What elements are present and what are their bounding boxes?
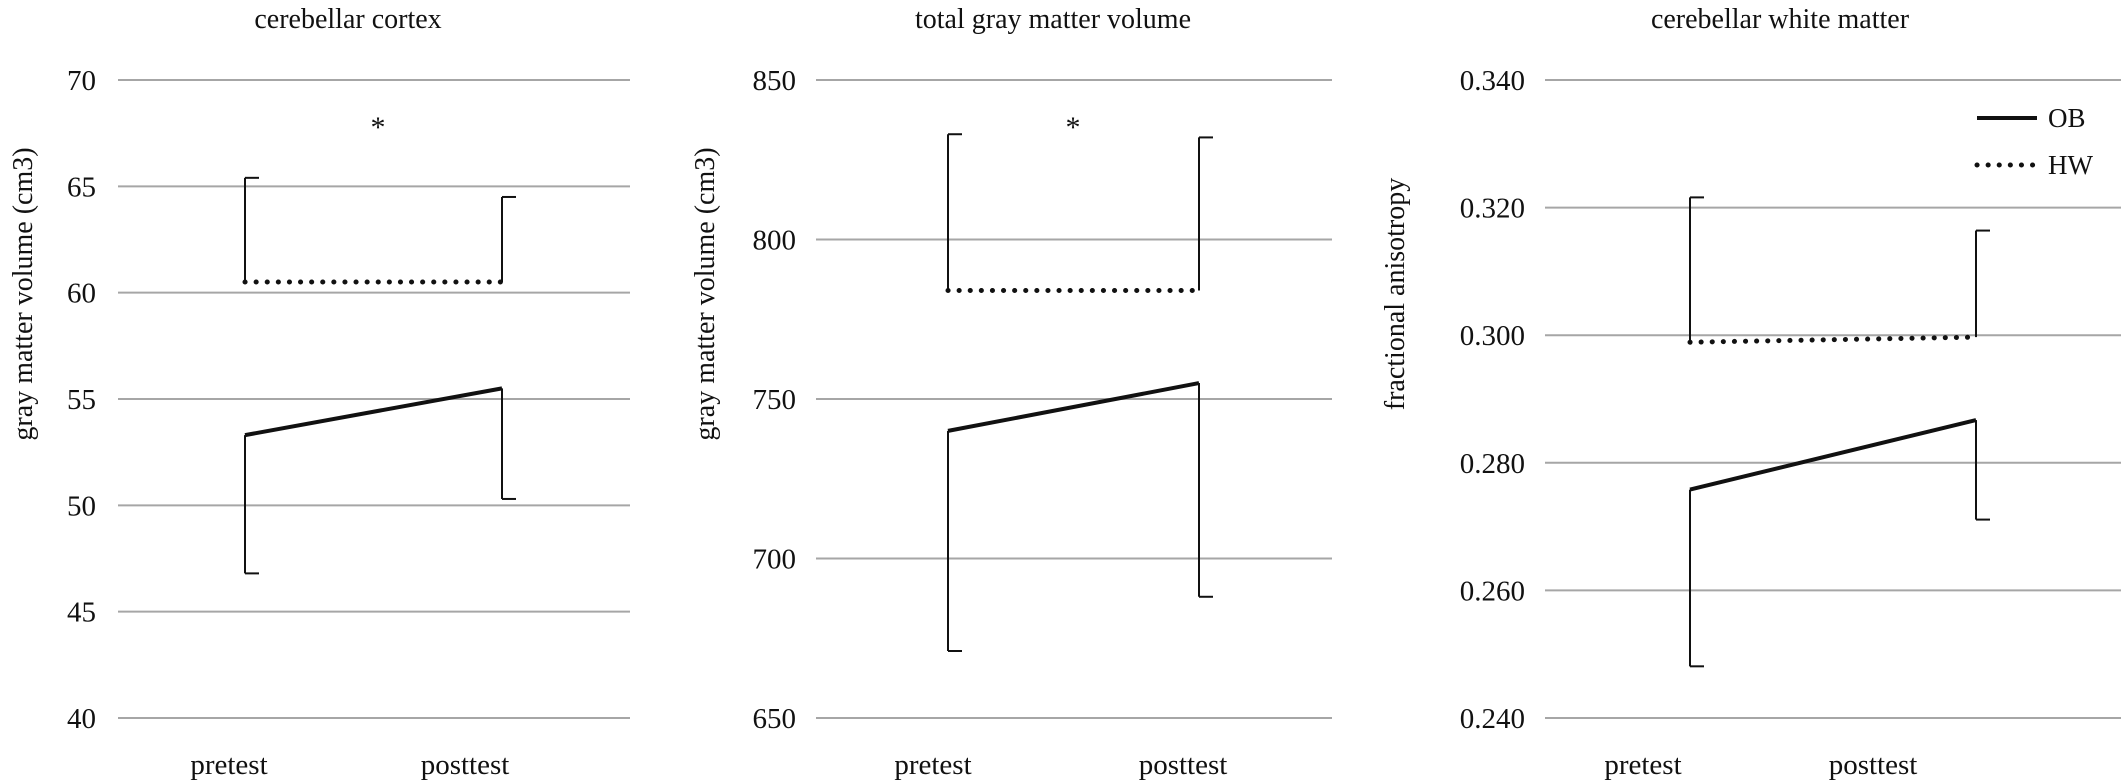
panel-title: cerebellar cortex bbox=[254, 4, 441, 35]
y-tick-label: 45 bbox=[67, 597, 96, 629]
y-tick-label: 0.260 bbox=[1460, 575, 1525, 607]
x-tick-labels: pretest posttest bbox=[1604, 749, 1917, 781]
legend: OB HW bbox=[1974, 103, 2093, 180]
panel-title: total gray matter volume bbox=[915, 4, 1191, 35]
x-tick-labels: pretest posttest bbox=[190, 749, 509, 781]
y-tick-label: 850 bbox=[753, 65, 797, 97]
panel-title: cerebellar white matter bbox=[1651, 4, 1910, 35]
panel-total-gray-matter-volume: total gray matter volume 650 700 750 800 850… bbox=[690, 4, 1332, 781]
y-tick-label: 0.320 bbox=[1460, 193, 1525, 225]
y-tick-label: 40 bbox=[67, 703, 96, 735]
y-tick-label: 0.300 bbox=[1460, 320, 1525, 352]
series bbox=[945, 133, 1213, 653]
x-tick-labels: pretest posttest bbox=[894, 749, 1227, 781]
series bbox=[1687, 196, 1990, 668]
series-line-ob bbox=[1689, 418, 1977, 492]
y-tick-label: 65 bbox=[67, 171, 96, 203]
y-tick-labels: 650 700 750 800 850 bbox=[753, 65, 797, 735]
y-tick-label: 70 bbox=[67, 65, 96, 97]
x-tick-label-posttest: posttest bbox=[1139, 749, 1228, 781]
y-tick-labels: 40 45 50 55 60 65 70 bbox=[67, 65, 96, 735]
y-tick-label: 650 bbox=[753, 703, 797, 735]
y-tick-label: 60 bbox=[67, 278, 96, 310]
y-tick-label: 700 bbox=[753, 544, 797, 576]
series-line-ob bbox=[947, 381, 1200, 433]
legend-label-hw: HW bbox=[2048, 150, 2093, 180]
series-line-ob bbox=[244, 386, 503, 438]
legend-label-ob: OB bbox=[2048, 103, 2086, 133]
x-tick-label-pretest: pretest bbox=[894, 749, 971, 781]
x-tick-label-posttest: posttest bbox=[421, 749, 510, 781]
series bbox=[242, 176, 516, 575]
gridlines bbox=[1545, 79, 2121, 719]
y-tick-label: 0.340 bbox=[1460, 65, 1525, 97]
y-axis-label: gray matter volume (cm3) bbox=[8, 147, 39, 440]
series-line-hw bbox=[1687, 334, 1979, 345]
y-tick-label: 750 bbox=[753, 384, 797, 416]
panel-cerebellar-white-matter: cerebellar white matter 0.2400.2600.2800… bbox=[1380, 4, 2121, 781]
x-tick-label-posttest: posttest bbox=[1829, 749, 1918, 781]
y-tick-label: 50 bbox=[67, 490, 96, 522]
x-tick-label-pretest: pretest bbox=[190, 749, 267, 781]
significance-marker: * bbox=[371, 111, 386, 144]
gridlines bbox=[118, 79, 630, 719]
x-tick-label-pretest: pretest bbox=[1604, 749, 1681, 781]
panel-cerebellar-cortex: cerebellar cortex 40 45 50 55 60 65 70 gray ma… bbox=[8, 4, 630, 781]
gridlines bbox=[816, 79, 1332, 719]
y-tick-label: 800 bbox=[753, 225, 797, 257]
y-tick-label: 0.280 bbox=[1460, 448, 1525, 480]
y-tick-label: 0.240 bbox=[1460, 703, 1525, 735]
y-axis-label: gray matter volume (cm3) bbox=[690, 147, 721, 440]
y-axis-label: fractional anisotropy bbox=[1380, 178, 1411, 410]
significance-marker: * bbox=[1066, 111, 1081, 144]
y-tick-labels: 0.240 0.260 0.280 0.300 0.320 0.340 bbox=[1460, 65, 1525, 735]
y-tick-label: 55 bbox=[67, 384, 96, 416]
